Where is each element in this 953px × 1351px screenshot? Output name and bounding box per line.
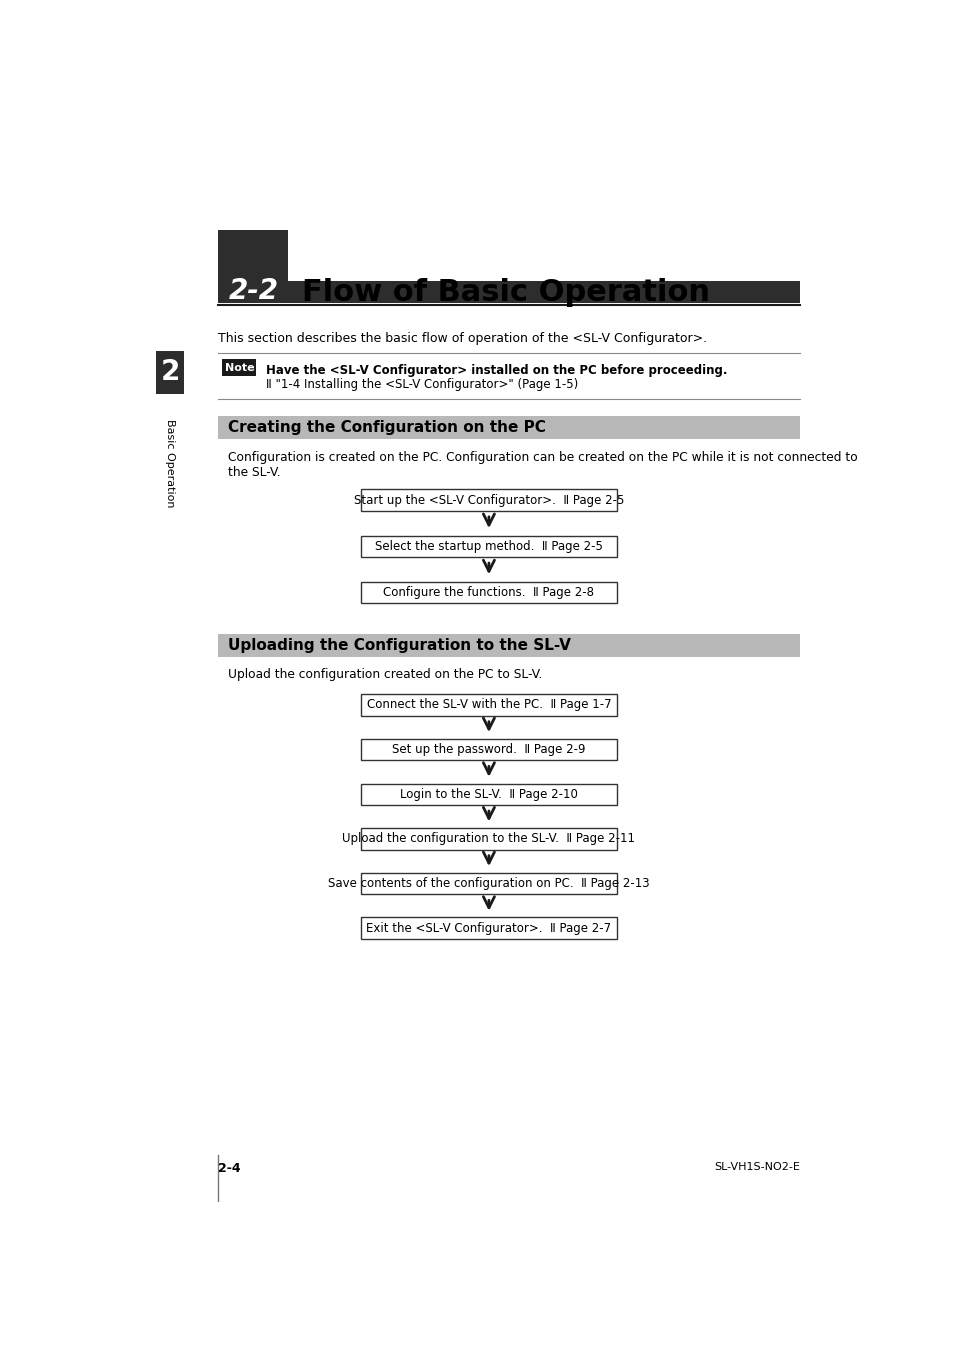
Text: 2-2: 2-2	[228, 277, 278, 305]
Text: Start up the <SL-V Configurator>.  Ⅱ Page 2-5: Start up the <SL-V Configurator>. Ⅱ Page…	[354, 493, 623, 507]
FancyBboxPatch shape	[360, 784, 617, 805]
Text: Uploading the Configuration to the SL-V: Uploading the Configuration to the SL-V	[228, 638, 570, 653]
FancyBboxPatch shape	[218, 230, 288, 303]
FancyBboxPatch shape	[360, 873, 617, 894]
FancyBboxPatch shape	[360, 582, 617, 604]
Text: Upload the configuration created on the PC to SL-V.: Upload the configuration created on the …	[228, 667, 541, 681]
Text: Configure the functions.  Ⅱ Page 2-8: Configure the functions. Ⅱ Page 2-8	[383, 586, 594, 598]
Text: SL-VH1S-NO2-E: SL-VH1S-NO2-E	[713, 1162, 799, 1171]
Text: Set up the password.  Ⅱ Page 2-9: Set up the password. Ⅱ Page 2-9	[392, 743, 585, 757]
FancyBboxPatch shape	[288, 281, 799, 303]
Text: Configuration is created on the PC. Configuration can be created on the PC while: Configuration is created on the PC. Conf…	[228, 451, 857, 478]
Text: Exit the <SL-V Configurator>.  Ⅱ Page 2-7: Exit the <SL-V Configurator>. Ⅱ Page 2-7	[366, 921, 611, 935]
Text: Flow of Basic Operation: Flow of Basic Operation	[302, 278, 709, 307]
Text: 2: 2	[160, 358, 180, 386]
FancyBboxPatch shape	[360, 489, 617, 511]
Text: 2-4: 2-4	[218, 1162, 241, 1174]
FancyBboxPatch shape	[360, 917, 617, 939]
FancyBboxPatch shape	[156, 351, 184, 394]
FancyBboxPatch shape	[360, 535, 617, 557]
Text: Basic Operation: Basic Operation	[165, 419, 175, 508]
Text: Upload the configuration to the SL-V.  Ⅱ Page 2-11: Upload the configuration to the SL-V. Ⅱ …	[342, 832, 635, 846]
Text: Login to the SL-V.  Ⅱ Page 2-10: Login to the SL-V. Ⅱ Page 2-10	[399, 788, 578, 801]
Text: Connect the SL-V with the PC.  Ⅱ Page 1-7: Connect the SL-V with the PC. Ⅱ Page 1-7	[366, 698, 611, 712]
Text: Note: Note	[224, 362, 253, 373]
FancyBboxPatch shape	[218, 416, 799, 439]
Text: Save contents of the configuration on PC.  Ⅱ Page 2-13: Save contents of the configuration on PC…	[328, 877, 649, 890]
Text: Select the startup method.  Ⅱ Page 2-5: Select the startup method. Ⅱ Page 2-5	[375, 540, 602, 553]
FancyBboxPatch shape	[360, 694, 617, 716]
Text: This section describes the basic flow of operation of the <SL-V Configurator>.: This section describes the basic flow of…	[218, 331, 707, 345]
Text: Ⅱ "1-4 Installing the <SL-V Configurator>" (Page 1-5): Ⅱ "1-4 Installing the <SL-V Configurator…	[266, 378, 578, 392]
FancyBboxPatch shape	[222, 359, 256, 376]
Text: Creating the Configuration on the PC: Creating the Configuration on the PC	[228, 420, 545, 435]
Text: Have the <SL-V Configurator> installed on the PC before proceeding.: Have the <SL-V Configurator> installed o…	[266, 363, 726, 377]
FancyBboxPatch shape	[218, 634, 799, 657]
FancyBboxPatch shape	[360, 739, 617, 761]
FancyBboxPatch shape	[360, 828, 617, 850]
